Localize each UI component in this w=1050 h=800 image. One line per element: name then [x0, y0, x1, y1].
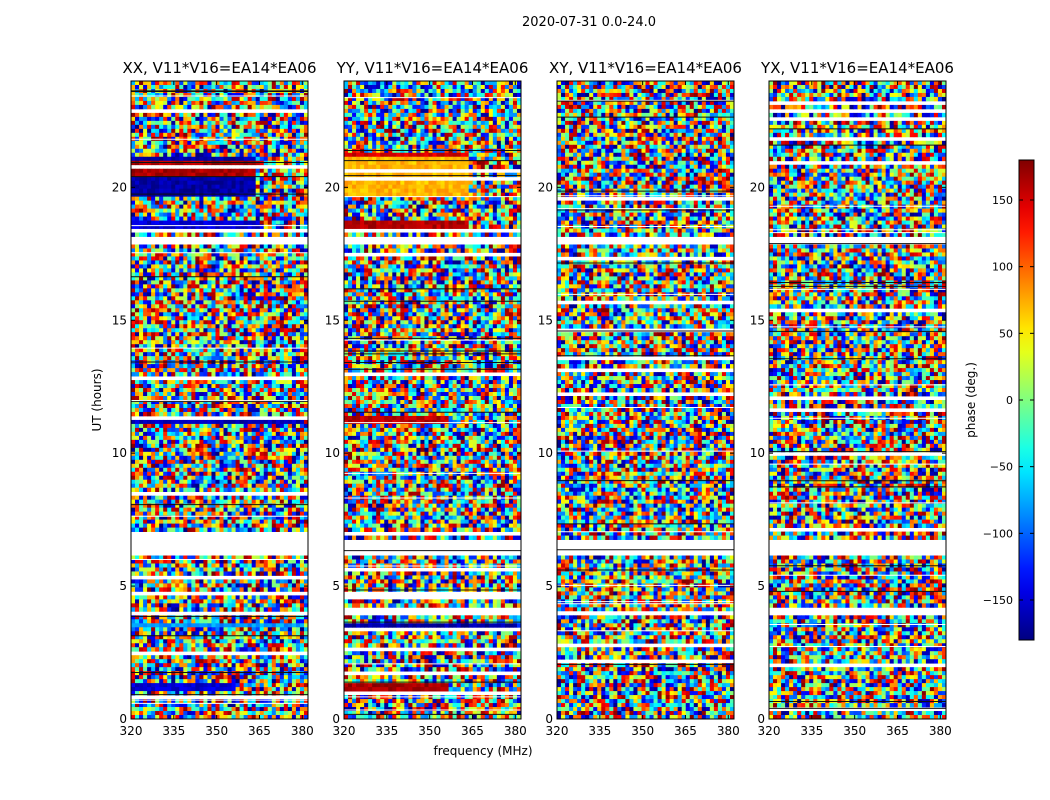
y-tick-label: 20 [325, 180, 340, 194]
y-tick-label: 10 [750, 446, 765, 460]
y-tick-label: 15 [750, 313, 765, 327]
figure-suptitle: 2020-07-31 0.0-24.0 [522, 15, 656, 30]
x-tick-label: 320 [333, 724, 356, 738]
y-tick-label: 5 [332, 579, 340, 593]
colorbar-tick-label: 150 [992, 194, 1013, 207]
x-tick-label: 350 [418, 724, 441, 738]
y-tick-label: 0 [545, 712, 553, 726]
y-tick-label: 10 [112, 446, 127, 460]
x-tick-label: 335 [800, 724, 823, 738]
phase-image [344, 81, 521, 719]
x-tick-label: 335 [162, 724, 185, 738]
colorbar-tick-label: 0 [1006, 394, 1013, 407]
x-tick-label: 380 [717, 724, 740, 738]
phase-image [557, 81, 734, 719]
colorbar-tick-label: −100 [983, 527, 1013, 540]
colorbar-tick-label: −50 [990, 461, 1013, 474]
x-tick-label: 350 [843, 724, 866, 738]
x-tick-label: 335 [375, 724, 398, 738]
panel-yy: YY, V11*V16=EA14*EA06 320 335 350 365 380 0 5 10… [325, 59, 529, 738]
phase-image [769, 81, 946, 719]
panel-title: XX, V11*V16=EA14*EA06 [122, 59, 316, 77]
y-tick-label: 0 [332, 712, 340, 726]
colorbar-tick-label: 50 [999, 327, 1013, 340]
y-tick-label: 10 [325, 446, 340, 460]
y-tick-label: 15 [538, 313, 553, 327]
y-tick-label: 5 [119, 579, 127, 593]
panel-frame [768, 80, 947, 720]
y-tick-label: 5 [757, 579, 765, 593]
panels-group: XX, V11*V16=EA14*EA06 320 335 350 365 380 0 5 10… [112, 59, 954, 738]
panel-frame [343, 80, 522, 720]
x-tick-label: 320 [120, 724, 143, 738]
colorbar-label: phase (deg.) [964, 362, 978, 438]
x-tick-label: 365 [461, 724, 484, 738]
y-tick-label: 5 [545, 579, 553, 593]
y-tick-label: 0 [119, 712, 127, 726]
y-tick-label: 20 [538, 180, 553, 194]
x-tick-label: 365 [248, 724, 271, 738]
x-tick-label: 380 [929, 724, 952, 738]
x-tick-label: 365 [886, 724, 909, 738]
y-axis-label: UT (hours) [90, 368, 104, 431]
x-tick-label: 335 [588, 724, 611, 738]
panel-frame [130, 80, 309, 720]
panel-xx: XX, V11*V16=EA14*EA06 320 335 350 365 380 0 5 10… [112, 59, 317, 738]
x-tick-label: 380 [291, 724, 314, 738]
panel-frame [556, 80, 735, 720]
panel-title: YY, V11*V16=EA14*EA06 [336, 59, 529, 77]
y-tick-label: 20 [112, 180, 127, 194]
phase-image [131, 81, 308, 719]
panel-xy: XY, V11*V16=EA14*EA06 320 335 350 365 380 0 5 10… [538, 59, 742, 738]
x-tick-label: 350 [205, 724, 228, 738]
y-tick-label: 10 [538, 446, 553, 460]
colorbar: −150 −100 −50 0 50 100 150 [983, 159, 1035, 641]
panel-title: YX, V11*V16=EA14*EA06 [760, 59, 954, 77]
colorbar-tick-label: −150 [983, 594, 1013, 607]
panel-yx: YX, V11*V16=EA14*EA06 320 335 350 365 380 0 5 10… [750, 59, 954, 738]
panel-title: XY, V11*V16=EA14*EA06 [549, 59, 742, 77]
x-tick-label: 320 [546, 724, 569, 738]
x-axis-label: frequency (MHz) [433, 744, 532, 758]
x-tick-label: 380 [504, 724, 527, 738]
y-tick-label: 15 [325, 313, 340, 327]
y-tick-label: 15 [112, 313, 127, 327]
x-tick-label: 350 [631, 724, 654, 738]
x-tick-label: 320 [758, 724, 781, 738]
y-tick-label: 20 [750, 180, 765, 194]
y-tick-label: 0 [757, 712, 765, 726]
x-tick-label: 365 [674, 724, 697, 738]
colorbar-tick-label: 100 [992, 261, 1013, 274]
